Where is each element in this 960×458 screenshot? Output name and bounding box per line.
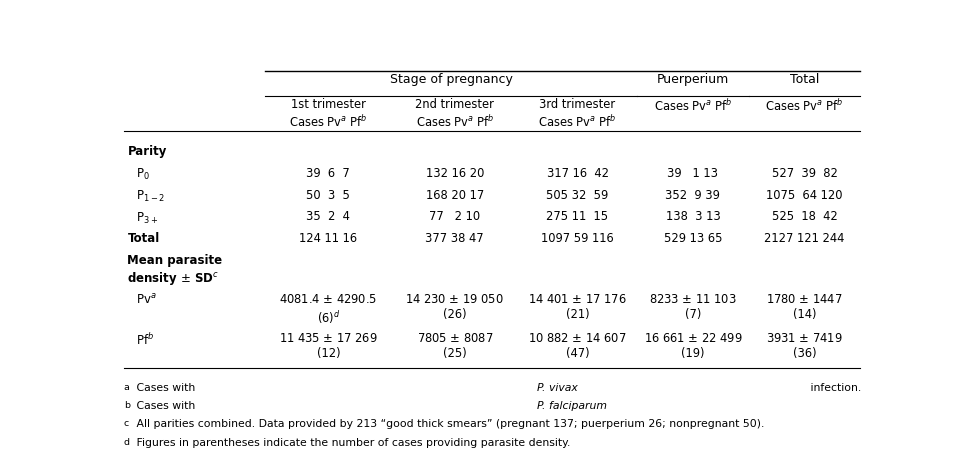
Text: Total: Total [790,73,819,86]
Text: 317 16  42: 317 16 42 [546,167,609,180]
Text: Total: Total [128,232,159,245]
Text: 2127 121 244: 2127 121 244 [764,232,845,245]
Text: 1st trimester
Cases Pv$^a$ Pf$^b$: 1st trimester Cases Pv$^a$ Pf$^b$ [289,98,368,130]
Text: 1075  64 120: 1075 64 120 [766,189,843,202]
Text: Puerperium: Puerperium [657,73,729,86]
Text: 39   1 13: 39 1 13 [667,167,718,180]
Text: 527  39  82: 527 39 82 [772,167,837,180]
Text: 16 661 $\pm$ 22 499
(19): 16 661 $\pm$ 22 499 (19) [643,332,742,360]
Text: Figures in parentheses indicate the number of cases providing parasite density.: Figures in parentheses indicate the numb… [133,437,571,447]
Text: 4081.4 $\pm$ 4290.5
(6)$^d$: 4081.4 $\pm$ 4290.5 (6)$^d$ [279,293,377,326]
Text: 377 38 47: 377 38 47 [425,232,484,245]
Text: 50  3  5: 50 3 5 [306,189,350,202]
Text: c: c [124,419,129,428]
Text: 14 230 $\pm$ 19 050
(26): 14 230 $\pm$ 19 050 (26) [405,293,504,321]
Text: 2nd trimester
Cases Pv$^a$ Pf$^b$: 2nd trimester Cases Pv$^a$ Pf$^b$ [416,98,494,130]
Text: 132 16 20: 132 16 20 [425,167,484,180]
Text: 10 882 $\pm$ 14 607
(47): 10 882 $\pm$ 14 607 (47) [528,332,627,360]
Text: infection.: infection. [806,382,861,393]
Text: P. falciparum: P. falciparum [538,401,608,411]
Text: 11 435 $\pm$ 17 269
(12): 11 435 $\pm$ 17 269 (12) [279,332,377,360]
Text: P$_{1-2}$: P$_{1-2}$ [136,189,165,204]
Text: 168 20 17: 168 20 17 [425,189,484,202]
Text: a: a [124,382,130,392]
Text: Mean parasite
density $\pm$ SD$^c$: Mean parasite density $\pm$ SD$^c$ [128,254,223,287]
Text: Parity: Parity [128,145,167,158]
Text: 7805 $\pm$ 8087
(25): 7805 $\pm$ 8087 (25) [417,332,493,360]
Text: 77   2 10: 77 2 10 [429,211,480,224]
Text: 1780 $\pm$ 1447
(14): 1780 $\pm$ 1447 (14) [766,293,843,321]
Text: 138  3 13: 138 3 13 [665,211,720,224]
Text: 39  6  7: 39 6 7 [306,167,350,180]
Text: Pf$^b$: Pf$^b$ [136,332,155,348]
Text: Pv$^a$: Pv$^a$ [136,293,157,307]
Text: P$_0$: P$_0$ [136,167,150,182]
Text: Cases Pv$^a$ Pf$^b$: Cases Pv$^a$ Pf$^b$ [765,98,844,114]
Text: P$_{3+}$: P$_{3+}$ [136,211,158,226]
Text: Stage of pregnancy: Stage of pregnancy [390,73,513,86]
Text: 505 32  59: 505 32 59 [546,189,609,202]
Text: 275 11  15: 275 11 15 [546,211,609,224]
Text: Cases with: Cases with [133,401,199,411]
Text: 352  9 39: 352 9 39 [665,189,720,202]
Text: All parities combined. Data provided by 213 “good thick smears” (pregnant 137; p: All parities combined. Data provided by … [133,419,765,429]
Text: Cases Pv$^a$ Pf$^b$: Cases Pv$^a$ Pf$^b$ [654,98,732,114]
Text: Cases with: Cases with [133,382,199,393]
Text: 124 11 16: 124 11 16 [300,232,357,245]
Text: b: b [124,401,130,410]
Text: d: d [124,437,130,447]
Text: 529 13 65: 529 13 65 [663,232,722,245]
Text: 525  18  42: 525 18 42 [772,211,837,224]
Text: 3rd trimester
Cases Pv$^a$ Pf$^b$: 3rd trimester Cases Pv$^a$ Pf$^b$ [539,98,616,130]
Text: 1097 59 116: 1097 59 116 [541,232,614,245]
Text: 3931 $\pm$ 7419
(36): 3931 $\pm$ 7419 (36) [766,332,843,360]
Text: 35  2  4: 35 2 4 [306,211,350,224]
Text: 8233 $\pm$ 11 103
(7): 8233 $\pm$ 11 103 (7) [649,293,736,321]
Text: 14 401 $\pm$ 17 176
(21): 14 401 $\pm$ 17 176 (21) [528,293,627,321]
Text: P. vivax: P. vivax [538,382,578,393]
